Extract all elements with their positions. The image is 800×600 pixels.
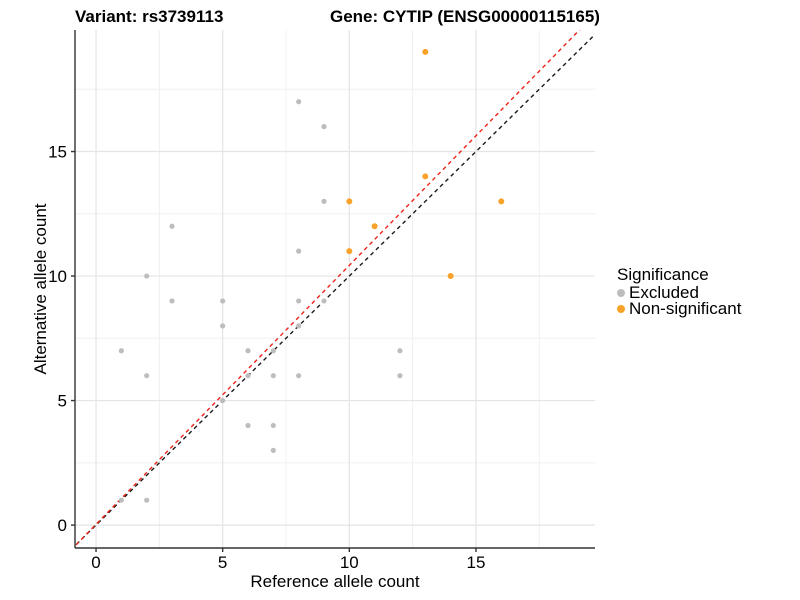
data-point [144, 497, 150, 503]
data-point [371, 223, 378, 230]
data-point [296, 248, 302, 254]
y-tick-label: 15 [48, 143, 67, 162]
legend-label-non-significant: Non-significant [629, 299, 742, 318]
data-point [422, 173, 429, 180]
x-tick-label: 10 [340, 553, 359, 572]
series-excluded [118, 99, 403, 503]
legend-title: Significance [617, 265, 709, 284]
x-tick-label: 15 [466, 553, 485, 572]
data-point [321, 298, 327, 304]
data-point [270, 348, 276, 354]
series-non-significant [346, 48, 505, 280]
data-point [245, 348, 251, 354]
y-axis-title: Alternative allele count [31, 203, 50, 375]
data-point [447, 273, 454, 280]
identity-line [75, 33, 595, 547]
y-tick-label: 10 [48, 267, 67, 286]
data-point [270, 447, 276, 453]
data-point [498, 198, 505, 205]
data-point [220, 397, 226, 404]
data-point [296, 99, 302, 105]
data-point [220, 298, 226, 304]
legend-item-non-significant: Non-significant [617, 299, 742, 318]
data-point [296, 323, 302, 329]
excluded-dot-icon [617, 289, 625, 297]
x-tick-label: 0 [91, 553, 100, 572]
data-point [296, 373, 302, 379]
data-point [321, 198, 327, 204]
data-point [346, 248, 353, 255]
non-significant-dot-icon [617, 305, 625, 313]
data-point [118, 348, 124, 354]
data-point [144, 273, 150, 279]
data-point [397, 373, 403, 379]
data-point [118, 497, 124, 503]
data-point [245, 373, 251, 379]
legend-label-excluded: Excluded [629, 283, 699, 302]
data-point [270, 422, 276, 429]
data-point [321, 124, 327, 130]
data-point [169, 223, 175, 229]
x-tick-label: 5 [218, 553, 227, 572]
data-point [245, 422, 251, 429]
data-point [144, 373, 150, 379]
data-point [296, 298, 302, 304]
y-tick-label: 5 [58, 392, 67, 411]
data-point [270, 373, 276, 379]
data-point [220, 323, 226, 329]
data-point [397, 348, 403, 354]
variant-title: Variant: rs3739113 [75, 7, 224, 26]
data-point [422, 48, 429, 55]
y-tick-label: 0 [58, 516, 67, 535]
fit-line [75, 30, 581, 547]
data-point [346, 198, 353, 205]
data-point [169, 298, 175, 304]
gene-title: Gene: CYTIP (ENSG00000115165) [330, 7, 600, 26]
legend-item-excluded: Excluded [617, 283, 741, 302]
legend: Significance Excluded Non-significant [617, 266, 741, 317]
x-axis-title: Reference allele count [250, 572, 420, 591]
